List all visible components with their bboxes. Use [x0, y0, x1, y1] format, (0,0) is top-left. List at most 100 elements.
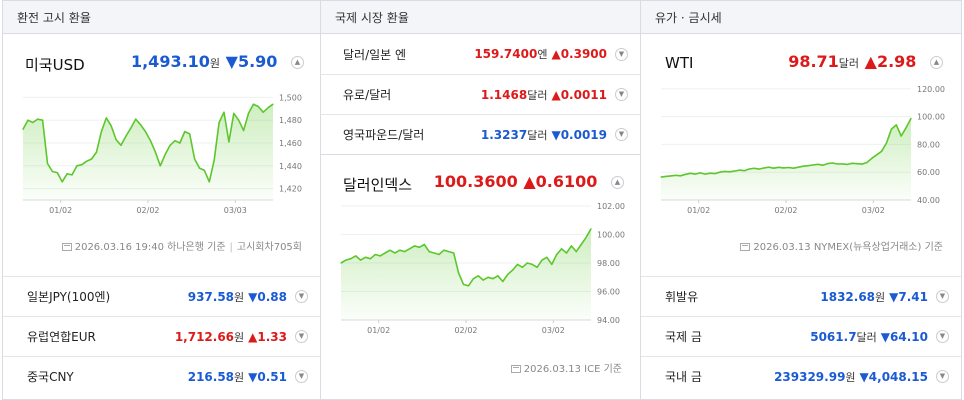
data-point	[115, 138, 117, 141]
data-point	[125, 135, 127, 137]
row-unit: 원	[845, 370, 856, 384]
expand-toggle-icon[interactable]: ▼	[295, 330, 308, 343]
row-change: ▲0.0011	[551, 87, 607, 102]
y-tick-label: 1,440	[279, 162, 302, 171]
data-point	[110, 125, 112, 127]
data-point	[546, 256, 548, 258]
data-point	[704, 173, 706, 175]
row-change: ▼4,048.15	[859, 369, 928, 384]
data-point	[797, 166, 799, 168]
wti-name[interactable]: WTI	[665, 54, 694, 72]
data-point	[876, 154, 878, 156]
y-tick-label: 98.00	[597, 259, 620, 268]
expand-toggle-icon[interactable]: ▲	[930, 56, 943, 69]
data-point	[213, 159, 215, 161]
expand-toggle-icon[interactable]: ▼	[615, 128, 628, 141]
footer-source: 2026.03.16 19:40 하나은행 기준	[74, 242, 226, 253]
down-arrow-icon: ▼	[551, 127, 561, 142]
panel-header: 유가 · 금시세	[641, 0, 961, 34]
data-point	[91, 158, 93, 160]
main-currency-name[interactable]: 미국USD	[25, 56, 85, 74]
x-tick-label: 03/03	[224, 206, 247, 215]
row-name: 달러/일본 엔	[343, 47, 407, 62]
data-point	[37, 118, 39, 120]
currency-row[interactable]: 중국CNY 216.58 원 ▼0.51 ▼	[3, 356, 320, 396]
data-point	[51, 170, 54, 173]
data-point	[526, 262, 528, 264]
y-tick-label: 1,480	[279, 116, 302, 125]
main-currency-quote: 1,493.10원 ▼5.90 ▲	[131, 52, 304, 71]
down-arrow-icon: ▼	[880, 329, 891, 344]
row-value: 1.3237	[480, 127, 528, 142]
data-point	[575, 251, 577, 253]
fx-row[interactable]: 달러/일본 엔 159.7400 엔 ▲0.3900 ▼	[321, 34, 640, 74]
data-point	[267, 107, 269, 109]
currency-row[interactable]: 일본JPY(100엔) 937.58 원 ▼0.88 ▼	[3, 276, 320, 316]
expand-toggle-icon[interactable]: ▼	[936, 370, 949, 383]
commodity-row[interactable]: 국제 금 5061.7 달러 ▼64.10 ▼	[641, 316, 961, 356]
expand-toggle-icon[interactable]: ▲	[611, 176, 624, 189]
row-name: 국내 금	[665, 370, 702, 384]
expand-toggle-icon[interactable]: ▼	[295, 290, 308, 303]
series-area	[661, 118, 911, 200]
data-point	[743, 170, 745, 172]
data-point	[753, 167, 755, 169]
up-arrow-icon: ▲	[864, 52, 877, 71]
data-point	[433, 252, 435, 254]
data-point	[782, 167, 785, 169]
expand-toggle-icon[interactable]: ▼	[615, 88, 628, 101]
data-point	[149, 140, 152, 142]
down-arrow-icon: ▼	[889, 289, 899, 304]
data-point	[238, 119, 240, 121]
data-point	[665, 175, 667, 177]
down-arrow-icon: ▼	[248, 369, 258, 384]
oil-gold-panel: 유가 · 금시세 WTI 98.71달러 ▲2.98 ▲ 120.00 100.0…	[641, 0, 962, 400]
data-point	[841, 163, 843, 165]
data-point	[46, 162, 49, 165]
data-point	[379, 255, 381, 257]
expand-toggle-icon[interactable]: ▲	[291, 56, 304, 69]
wti-quote: 98.71달러 ▲2.98 ▲	[788, 52, 943, 71]
data-point	[709, 172, 711, 174]
data-point	[900, 135, 902, 137]
data-point	[409, 248, 411, 250]
x-tick-label: 02/02	[136, 206, 159, 215]
commodity-row[interactable]: 국내 금 239329.99 원 ▼4,048.15 ▼	[641, 356, 961, 396]
data-point	[105, 117, 107, 119]
data-point	[389, 249, 391, 251]
expand-toggle-icon[interactable]: ▼	[936, 290, 949, 303]
data-point	[861, 163, 863, 165]
data-point	[233, 112, 235, 114]
data-point	[580, 243, 582, 246]
commodity-row[interactable]: 휘발유 1832.68 원 ▼7.41 ▼	[641, 276, 961, 316]
data-point	[369, 258, 372, 260]
data-point	[413, 245, 416, 247]
data-point	[565, 252, 568, 254]
data-point	[22, 128, 24, 130]
data-point	[472, 278, 474, 280]
data-point	[787, 166, 790, 169]
fx-row[interactable]: 유로/달러 1.1468 달러 ▲0.0011 ▼	[321, 74, 640, 114]
expand-toggle-icon[interactable]: ▼	[936, 330, 949, 343]
expand-toggle-icon[interactable]: ▼	[615, 47, 628, 61]
data-point	[418, 246, 421, 248]
data-point	[836, 163, 839, 165]
data-point	[169, 144, 171, 146]
data-point	[758, 168, 760, 170]
x-tick-label: 03/02	[862, 206, 885, 215]
data-point	[208, 181, 210, 183]
currency-row[interactable]: 유럽연합EUR 1,712.66 원 ▲1.33 ▼	[3, 316, 320, 356]
data-point	[822, 164, 824, 166]
y-tick-label: 120.00	[917, 85, 945, 94]
data-point	[895, 124, 897, 126]
data-point	[247, 112, 250, 114]
data-point	[492, 278, 494, 280]
dollar-index-name[interactable]: 달러인덱스	[343, 176, 413, 194]
expand-toggle-icon[interactable]: ▼	[295, 370, 308, 383]
data-point	[228, 141, 230, 143]
data-point	[438, 253, 440, 256]
data-point	[453, 252, 455, 254]
main-unit: 달러	[838, 57, 860, 70]
fx-row[interactable]: 영국파운드/달러 1.3237 달러 ▼0.0019 ▼	[321, 114, 640, 154]
data-point	[812, 164, 814, 166]
